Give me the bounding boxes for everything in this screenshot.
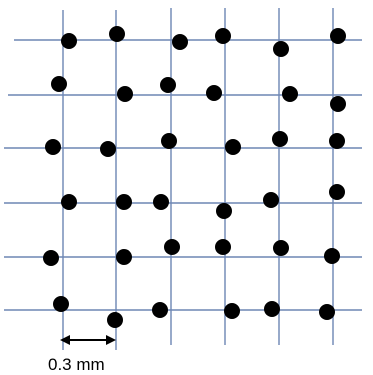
dot: [152, 302, 168, 318]
dot: [116, 249, 132, 265]
dot: [215, 239, 231, 255]
dot: [273, 41, 289, 57]
dot: [172, 34, 188, 50]
dot: [329, 133, 345, 149]
dot: [215, 28, 231, 44]
dot: [272, 131, 288, 147]
dot: [61, 194, 77, 210]
dot: [160, 77, 176, 93]
scale-bar-right-arrowhead: [106, 335, 116, 345]
scale-bar-label: 0.3 mm: [48, 355, 105, 374]
dot: [53, 296, 69, 312]
scale-bar: [60, 335, 116, 345]
dot: [282, 86, 298, 102]
dot: [330, 96, 346, 112]
dot: [51, 76, 67, 92]
dot: [206, 85, 222, 101]
dot: [43, 250, 59, 266]
dot: [264, 301, 280, 317]
dot: [164, 239, 180, 255]
dot: [107, 312, 123, 328]
dot: [45, 139, 61, 155]
dot: [100, 141, 116, 157]
dot: [273, 240, 289, 256]
dot: [161, 133, 177, 149]
dot: [330, 28, 346, 44]
dot: [224, 303, 240, 319]
dot: [153, 194, 169, 210]
dots: [43, 26, 346, 328]
dot: [117, 86, 133, 102]
dot: [225, 139, 241, 155]
dot: [61, 33, 77, 49]
dot: [319, 304, 335, 320]
dot: [324, 248, 340, 264]
dot: [109, 26, 125, 42]
dot: [263, 192, 279, 208]
dot: [329, 184, 345, 200]
scale-bar-left-arrowhead: [60, 335, 70, 345]
dot: [116, 194, 132, 210]
dot: [216, 203, 232, 219]
